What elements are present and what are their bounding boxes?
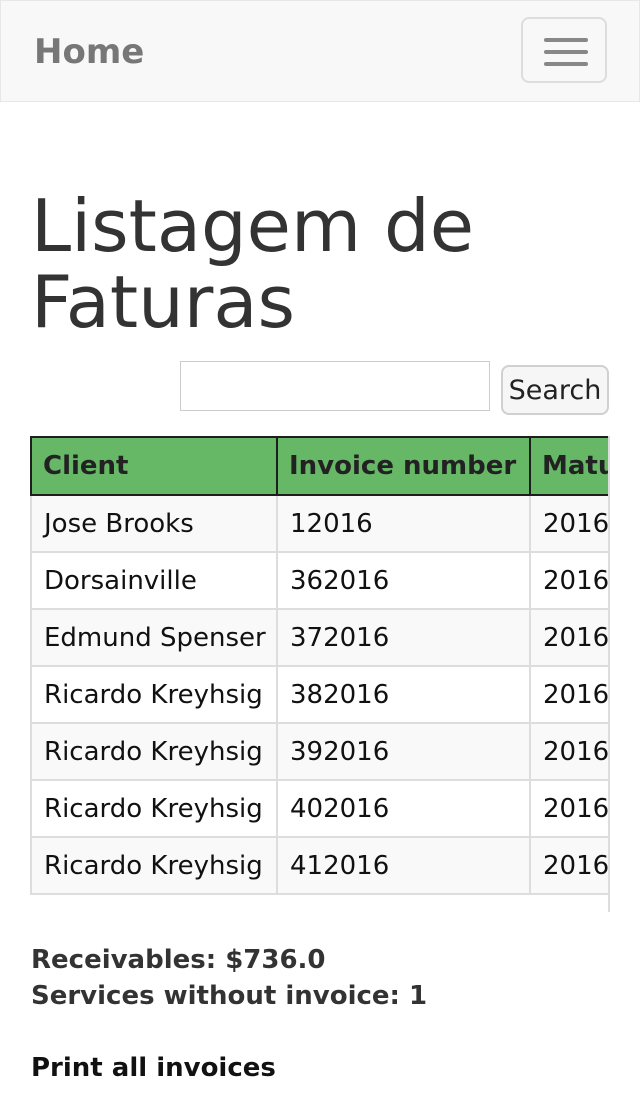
- services-without-invoice-count: Services without invoice: 1: [31, 981, 428, 1011]
- summary-block: Receivables: $736.0 Services without inv…: [31, 942, 427, 1014]
- hamburger-menu-icon-bar: [544, 62, 588, 66]
- column-header-client[interactable]: Client: [30, 436, 278, 496]
- cell-invoice-number: 362016: [276, 551, 531, 610]
- column-header-invoice-number[interactable]: Invoice number: [276, 436, 531, 496]
- cell-client: Ricardo Kreyhsig: [30, 836, 278, 895]
- search-button[interactable]: Search: [501, 365, 609, 415]
- cell-maturity: 2016: [529, 665, 608, 724]
- table-row[interactable]: Ricardo Kreyhsig 382016 2016: [30, 665, 608, 724]
- cell-maturity: 2016: [529, 779, 608, 838]
- cell-client: Ricardo Kreyhsig: [30, 665, 278, 724]
- cell-invoice-number: 372016: [276, 608, 531, 667]
- table-row[interactable]: Ricardo Kreyhsig 412016 2016: [30, 836, 608, 895]
- cell-maturity: 2016: [529, 494, 608, 553]
- cell-maturity: 2016: [529, 722, 608, 781]
- cell-client: Dorsainville: [30, 551, 278, 610]
- cell-maturity: 2016: [529, 608, 608, 667]
- cell-client: Edmund Spenser: [30, 608, 278, 667]
- hamburger-menu-icon: [544, 38, 588, 42]
- table-row[interactable]: Edmund Spenser 372016 2016: [30, 608, 608, 667]
- cell-client: Jose Brooks: [30, 494, 278, 553]
- navbar: Home: [0, 0, 640, 102]
- column-header-maturity[interactable]: Maturity: [529, 436, 608, 496]
- print-all-invoices-link[interactable]: Print all invoices: [31, 1053, 276, 1083]
- cell-invoice-number: 412016: [276, 836, 531, 895]
- cell-invoice-number: 382016: [276, 665, 531, 724]
- page-title: Listagem de Faturas: [31, 184, 475, 344]
- home-brand-link[interactable]: Home: [34, 32, 145, 72]
- invoice-table-container[interactable]: Client Invoice number Maturity Jose Broo…: [30, 436, 610, 912]
- hamburger-menu-icon-bar: [544, 50, 588, 54]
- table-header-row: Client Invoice number Maturity: [30, 436, 608, 496]
- table-row[interactable]: Jose Brooks 12016 2016: [30, 494, 608, 553]
- table-row[interactable]: Dorsainville 362016 2016: [30, 551, 608, 610]
- table-row[interactable]: Ricardo Kreyhsig 402016 2016: [30, 779, 608, 838]
- cell-maturity: 2016: [529, 551, 608, 610]
- search-input[interactable]: [180, 361, 490, 411]
- cell-maturity: 2016: [529, 836, 608, 895]
- cell-invoice-number: 12016: [276, 494, 531, 553]
- cell-invoice-number: 402016: [276, 779, 531, 838]
- cell-client: Ricardo Kreyhsig: [30, 722, 278, 781]
- navbar-toggle-button[interactable]: [521, 17, 607, 83]
- receivables-total: Receivables: $736.0: [31, 945, 326, 975]
- cell-invoice-number: 392016: [276, 722, 531, 781]
- cell-client: Ricardo Kreyhsig: [30, 779, 278, 838]
- invoice-table: Client Invoice number Maturity Jose Broo…: [30, 436, 608, 895]
- table-row[interactable]: Ricardo Kreyhsig 392016 2016: [30, 722, 608, 781]
